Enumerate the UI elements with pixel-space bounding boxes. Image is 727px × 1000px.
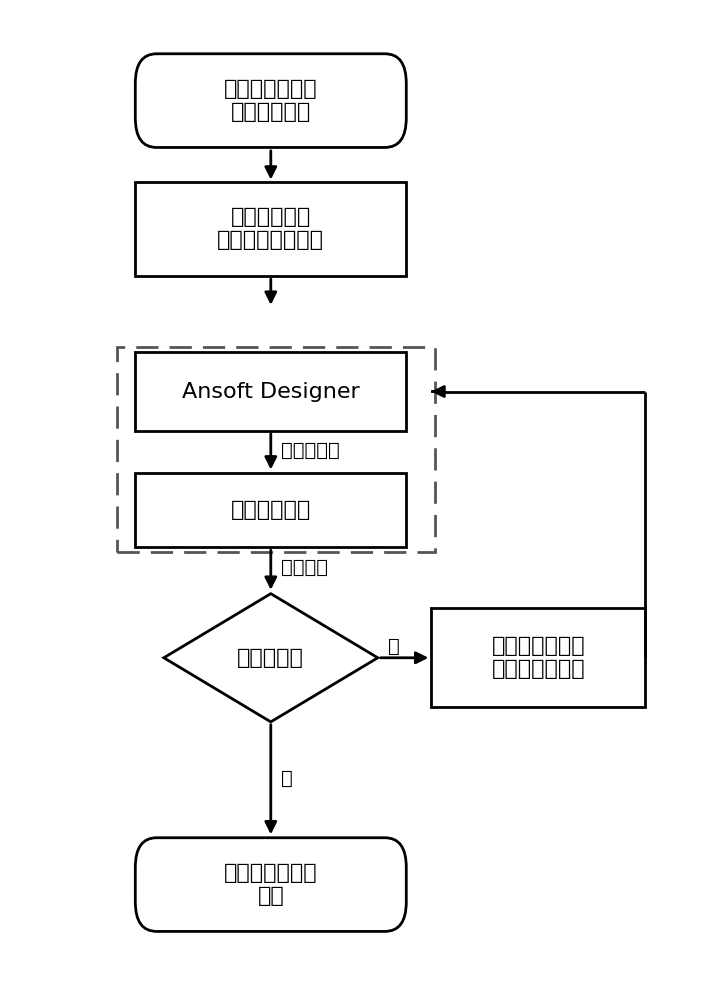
Bar bbox=[118, 347, 435, 552]
Text: 电特性参数: 电特性参数 bbox=[281, 441, 340, 460]
Bar bbox=[135, 352, 406, 431]
Text: 计算适应度值: 计算适应度值 bbox=[230, 500, 311, 520]
FancyBboxPatch shape bbox=[135, 838, 406, 931]
Text: 建立优化模型并
确定编码方法: 建立优化模型并 确定编码方法 bbox=[224, 79, 318, 122]
Polygon shape bbox=[164, 594, 378, 722]
Text: 满足条件？: 满足条件？ bbox=[237, 648, 304, 668]
Text: 是: 是 bbox=[281, 769, 293, 788]
Text: 进行遗传操作以
产生下一代种群: 进行遗传操作以 产生下一代种群 bbox=[491, 636, 585, 679]
FancyBboxPatch shape bbox=[135, 54, 406, 147]
Text: 否: 否 bbox=[388, 636, 400, 655]
Bar bbox=[135, 473, 406, 547]
Text: 适应度值: 适应度值 bbox=[281, 558, 329, 577]
Text: Ansoft Designer: Ansoft Designer bbox=[182, 382, 360, 402]
Text: 产生初始种群
（天线结构参数）: 产生初始种群 （天线结构参数） bbox=[217, 207, 324, 250]
Text: 停止循环并返回
结果: 停止循环并返回 结果 bbox=[224, 863, 318, 906]
Bar bbox=[431, 608, 645, 707]
Bar bbox=[135, 182, 406, 276]
